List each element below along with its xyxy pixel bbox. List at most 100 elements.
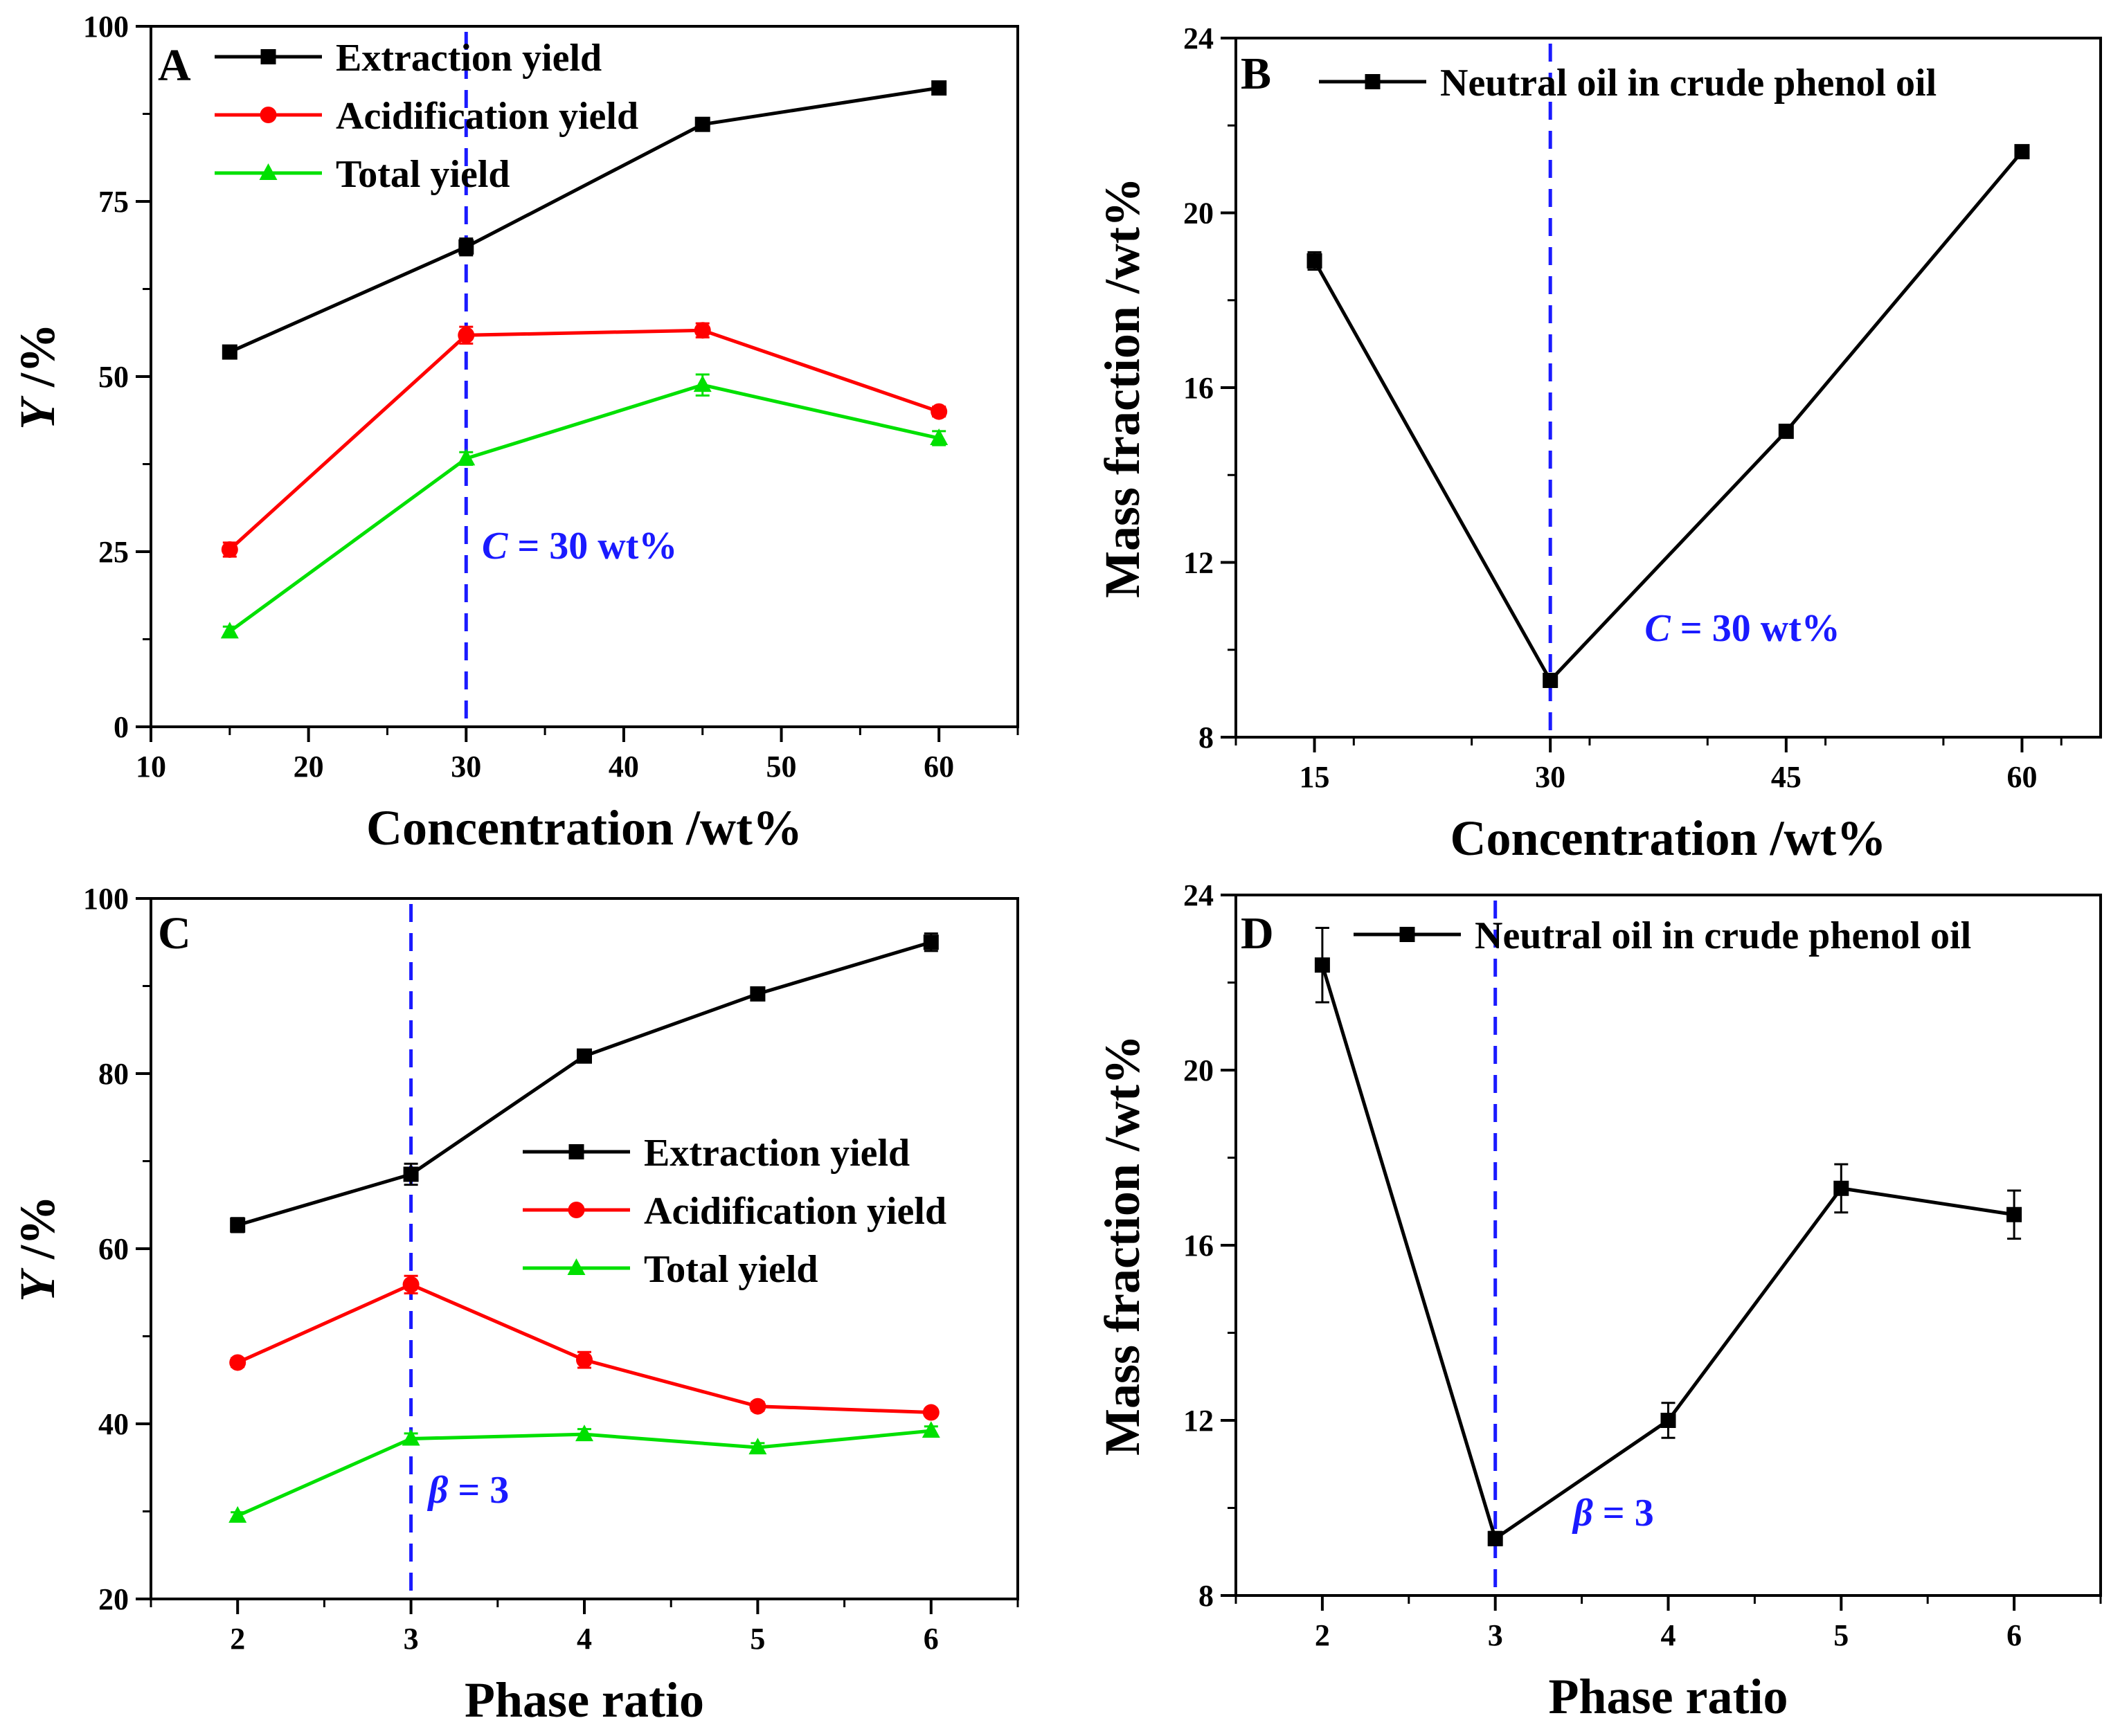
series-line <box>237 940 932 1227</box>
x-axis-label: Phase ratio <box>465 1672 704 1728</box>
x-axis-label: Concentration /wt% <box>366 800 802 856</box>
condition-annotation: β = 3 <box>427 1469 510 1512</box>
x-tick-label: 10 <box>136 750 166 784</box>
data-point <box>748 1438 767 1455</box>
data-point <box>750 986 766 1002</box>
y-tick-label: 100 <box>83 10 129 44</box>
y-tick-label: 16 <box>1183 371 1214 405</box>
data-point <box>457 449 476 466</box>
series-line <box>228 328 940 551</box>
data-point <box>221 541 238 558</box>
y-tick-label: 24 <box>1183 878 1214 912</box>
series-line <box>1320 964 2015 1541</box>
x-axis-label: Concentration /wt% <box>1450 811 1887 866</box>
plot-frame <box>150 897 1019 1600</box>
annotation-value: = 30 wt% <box>1671 607 1840 650</box>
legend: Neutral oil in crude phenol oil <box>1319 62 1937 105</box>
series-neutral-oil-in-crude-phenol-oil <box>1314 926 2022 1546</box>
legend-marker <box>1399 927 1415 942</box>
y-axis-label: Y /% <box>10 323 65 430</box>
data-point <box>220 622 239 639</box>
data-point <box>222 344 237 360</box>
annotation-symbol: C <box>1644 607 1671 650</box>
data-point <box>230 1217 246 1233</box>
data-point <box>749 1398 766 1415</box>
series-acidification-yield <box>221 322 948 558</box>
data-point <box>1833 1180 1849 1196</box>
data-point <box>931 80 947 96</box>
series-extraction-yield <box>230 932 939 1233</box>
data-point <box>923 934 939 950</box>
series-neutral-oil-in-crude-phenol-oil <box>1306 144 2030 688</box>
legend-label: Acidification yield <box>336 95 638 138</box>
x-tick-label: 60 <box>2006 760 2037 794</box>
annotation-symbol: β <box>1572 1492 1593 1535</box>
data-point <box>575 1425 593 1442</box>
data-point <box>229 1354 246 1371</box>
legend-marker <box>568 1144 584 1159</box>
data-point <box>2014 144 2030 160</box>
x-tick-label: 30 <box>1535 760 1565 794</box>
y-tick-label: 50 <box>98 360 129 394</box>
data-point <box>458 327 475 344</box>
x-tick-label: 40 <box>609 750 639 784</box>
legend-marker <box>1365 74 1381 89</box>
legend-marker <box>260 107 277 123</box>
x-tick-label: 20 <box>294 750 324 784</box>
plot-frame <box>1234 894 2102 1597</box>
x-tick-label: 5 <box>1833 1618 1849 1652</box>
annotation-symbol: C <box>482 525 508 568</box>
data-point <box>922 1404 940 1421</box>
y-tick-label: 80 <box>98 1057 129 1091</box>
chart-panel-b: 15 30 45 60 8 12 16 20 24 Concentration /wt% Mass … <box>1095 21 2102 866</box>
data-point <box>1660 1413 1676 1428</box>
y-tick-label: 12 <box>1183 546 1214 580</box>
legend: Neutral oil in crude phenol oil <box>1354 914 1971 957</box>
series-line <box>1313 150 2024 684</box>
series-line <box>228 383 940 633</box>
legend-label: Extraction yield <box>336 37 602 80</box>
legend-label: Total yield <box>336 153 510 196</box>
x-tick-label: 2 <box>230 1622 245 1656</box>
annotation-symbol: β <box>427 1469 449 1512</box>
panel-letter: A <box>158 40 191 91</box>
x-axis-label: Phase ratio <box>1549 1669 1788 1724</box>
data-point <box>922 1421 940 1438</box>
y-tick-label: 8 <box>1198 1579 1214 1613</box>
data-point <box>576 1351 593 1368</box>
y-tick-label: 20 <box>98 1582 129 1616</box>
series-line <box>237 1283 931 1415</box>
y-tick-label: 20 <box>1183 1054 1214 1087</box>
x-tick-label: 3 <box>1488 1618 1503 1652</box>
legend-marker <box>568 1202 585 1218</box>
data-point <box>577 1048 592 1064</box>
condition-annotation: C = 30 wt% <box>1644 607 1840 650</box>
x-tick-label: 4 <box>577 1622 592 1656</box>
x-tick-label: 15 <box>1300 760 1330 794</box>
data-point <box>2006 1206 2022 1222</box>
condition-annotation: C = 30 wt% <box>482 525 677 568</box>
x-tick-label: 60 <box>924 750 954 784</box>
data-point <box>930 428 949 446</box>
series-total-yield <box>220 373 949 639</box>
panel-letter: C <box>158 908 191 959</box>
y-tick-label: 12 <box>1183 1404 1214 1438</box>
legend: Extraction yield Acidification yield Total… <box>523 1132 946 1291</box>
data-point <box>694 116 710 132</box>
data-point <box>402 1429 420 1446</box>
data-point <box>693 375 712 392</box>
y-tick-label: 8 <box>1198 721 1214 754</box>
y-tick-label: 16 <box>1183 1229 1214 1263</box>
legend-marker <box>259 163 278 180</box>
x-tick-label: 4 <box>1661 1618 1676 1652</box>
y-tick-label: 75 <box>98 185 129 219</box>
annotation-value: = 30 wt% <box>507 525 677 568</box>
data-point <box>1314 957 1330 973</box>
legend-label: Acidification yield <box>644 1190 946 1233</box>
panel-letter: B <box>1241 48 1271 99</box>
condition-annotation: β = 3 <box>1572 1492 1654 1535</box>
chart-panel-d: 2 3 4 5 6 8 12 16 20 24 Phase ratio Mass fraction /… <box>1095 878 2102 1724</box>
y-tick-label: 100 <box>83 882 129 916</box>
x-tick-label: 6 <box>924 1622 939 1656</box>
